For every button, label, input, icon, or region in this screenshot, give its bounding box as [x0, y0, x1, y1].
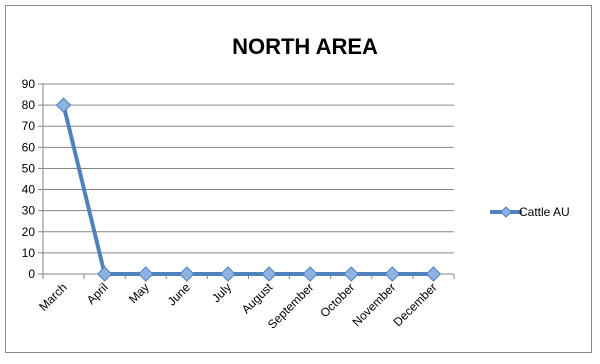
- y-tick-label: 70: [22, 119, 36, 133]
- y-tick-label: 0: [28, 267, 35, 281]
- legend: Cattle AU: [490, 205, 570, 219]
- x-tick-label: November: [349, 280, 398, 329]
- data-point-marker: [384, 266, 401, 282]
- x-tick-label: July: [209, 280, 234, 305]
- chart-frame: [5, 5, 592, 353]
- grid-lines: [43, 83, 454, 254]
- y-tick-label: 90: [22, 77, 36, 91]
- data-point-marker: [302, 266, 318, 282]
- data-point-marker: [220, 266, 236, 282]
- series-line: [61, 104, 434, 276]
- x-tick-label: August: [239, 280, 276, 317]
- data-point-marker: [261, 266, 277, 282]
- data-point-marker: [96, 266, 113, 282]
- y-tick-label: 60: [22, 140, 36, 154]
- y-tick-labels: 0 10 20 30 40 50 60 70 80 90: [22, 77, 36, 281]
- data-point-marker: [138, 266, 154, 282]
- series-cattle-au: [55, 97, 442, 282]
- x-tick-label: October: [317, 280, 357, 320]
- x-tick-label: March: [36, 280, 69, 313]
- x-tick-label: April: [84, 280, 111, 307]
- y-tick-label: 20: [22, 225, 36, 239]
- y-tick-label: 30: [22, 204, 36, 218]
- chart-title: NORTH AREA: [232, 34, 378, 59]
- legend-marker: [500, 206, 512, 218]
- x-tick-label: June: [165, 280, 194, 309]
- y-tick-label: 50: [22, 161, 36, 175]
- x-tick-label: December: [391, 280, 440, 329]
- data-point-marker: [179, 266, 195, 282]
- data-point-marker: [55, 97, 72, 113]
- data-point-marker: [425, 266, 442, 282]
- x-tick-label: May: [126, 280, 152, 306]
- y-tick-label: 10: [22, 246, 36, 260]
- y-tick-label: 80: [22, 98, 36, 112]
- data-point-marker: [343, 266, 359, 282]
- legend-label-cattle-au: Cattle AU: [519, 205, 570, 219]
- y-tick-label: 40: [22, 183, 36, 197]
